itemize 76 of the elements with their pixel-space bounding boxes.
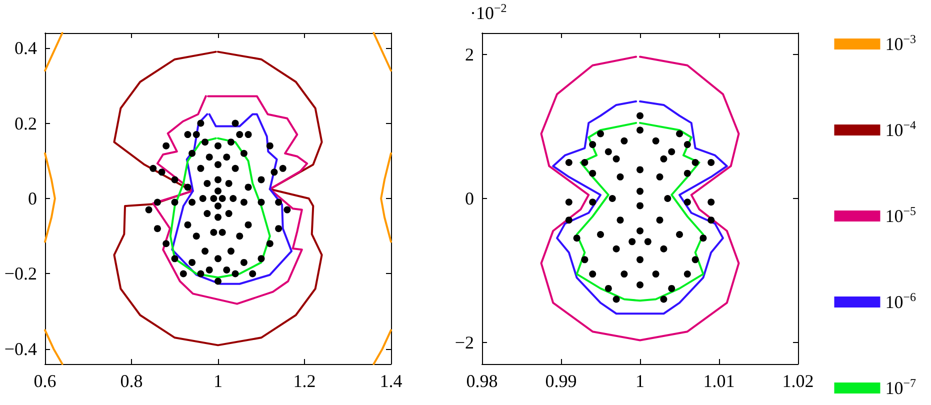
- point: [628, 238, 636, 246]
- point: [573, 234, 580, 242]
- point: [660, 245, 668, 252]
- point: [684, 170, 691, 177]
- point: [565, 216, 572, 224]
- y-tick-label: 0: [465, 188, 474, 208]
- y-tick-label: 0: [28, 188, 37, 208]
- point: [636, 202, 644, 210]
- point: [692, 256, 699, 264]
- point: [581, 159, 588, 166]
- point: [684, 198, 691, 206]
- point: [656, 216, 664, 224]
- x-tick-label: 1: [636, 371, 644, 391]
- point: [708, 159, 715, 166]
- point: [692, 159, 699, 166]
- point: [589, 170, 596, 177]
- point: [668, 148, 676, 156]
- point: [565, 198, 572, 206]
- point: [620, 137, 628, 144]
- point: [708, 216, 715, 224]
- point: [589, 270, 596, 278]
- point: [597, 230, 604, 238]
- y-tick-label: 0.2: [14, 113, 37, 134]
- point: [620, 270, 628, 278]
- point: [660, 155, 668, 162]
- line-series: [540, 56, 740, 342]
- point: [589, 141, 596, 148]
- line-series: [113, 50, 323, 346]
- point: [612, 245, 620, 252]
- point: [636, 126, 644, 134]
- point: [612, 155, 620, 162]
- point: [656, 173, 664, 180]
- x-tick-label: 1: [214, 371, 222, 391]
- point: [636, 112, 644, 120]
- point: [676, 130, 683, 138]
- y-tick-label: −0.2: [4, 264, 37, 284]
- x-tick-label: 1.02: [782, 371, 814, 391]
- point: [660, 296, 668, 303]
- point: [597, 130, 604, 138]
- point: [668, 284, 676, 292]
- y-tick-label: 0.4: [14, 38, 37, 58]
- x-tick-label: 1.01: [703, 371, 735, 391]
- y-tick-label: 2: [465, 44, 474, 65]
- point: [636, 281, 644, 288]
- point: [616, 173, 624, 180]
- x-tick-label: 1.4: [380, 371, 402, 391]
- x-tick-label: 1.2: [293, 371, 316, 391]
- line-series: [552, 100, 728, 315]
- x-tick-label: 0.8: [120, 371, 143, 391]
- y-tick-label: −2: [454, 332, 474, 352]
- point: [644, 238, 652, 246]
- y-tick-label: −0.4: [4, 338, 37, 359]
- point: [604, 284, 612, 292]
- point: [684, 270, 691, 278]
- point: [636, 188, 644, 195]
- line-series: [171, 113, 293, 285]
- point: [676, 230, 683, 238]
- point: [684, 141, 691, 148]
- point: [636, 166, 644, 174]
- point: [612, 296, 620, 303]
- point: [652, 137, 660, 144]
- x-tick-label: 0.6: [34, 371, 56, 391]
- x-tick-label: 0.99: [545, 371, 577, 391]
- point: [581, 256, 588, 264]
- point: [565, 159, 572, 166]
- point: [636, 256, 644, 264]
- point: [708, 198, 715, 206]
- point: [636, 227, 644, 234]
- point: [700, 234, 707, 242]
- point: [652, 270, 660, 278]
- point: [589, 198, 596, 206]
- point: [664, 195, 672, 202]
- point: [616, 216, 624, 224]
- x-tick-label: 0.98: [466, 371, 498, 391]
- point: [604, 148, 612, 156]
- point: [608, 195, 616, 202]
